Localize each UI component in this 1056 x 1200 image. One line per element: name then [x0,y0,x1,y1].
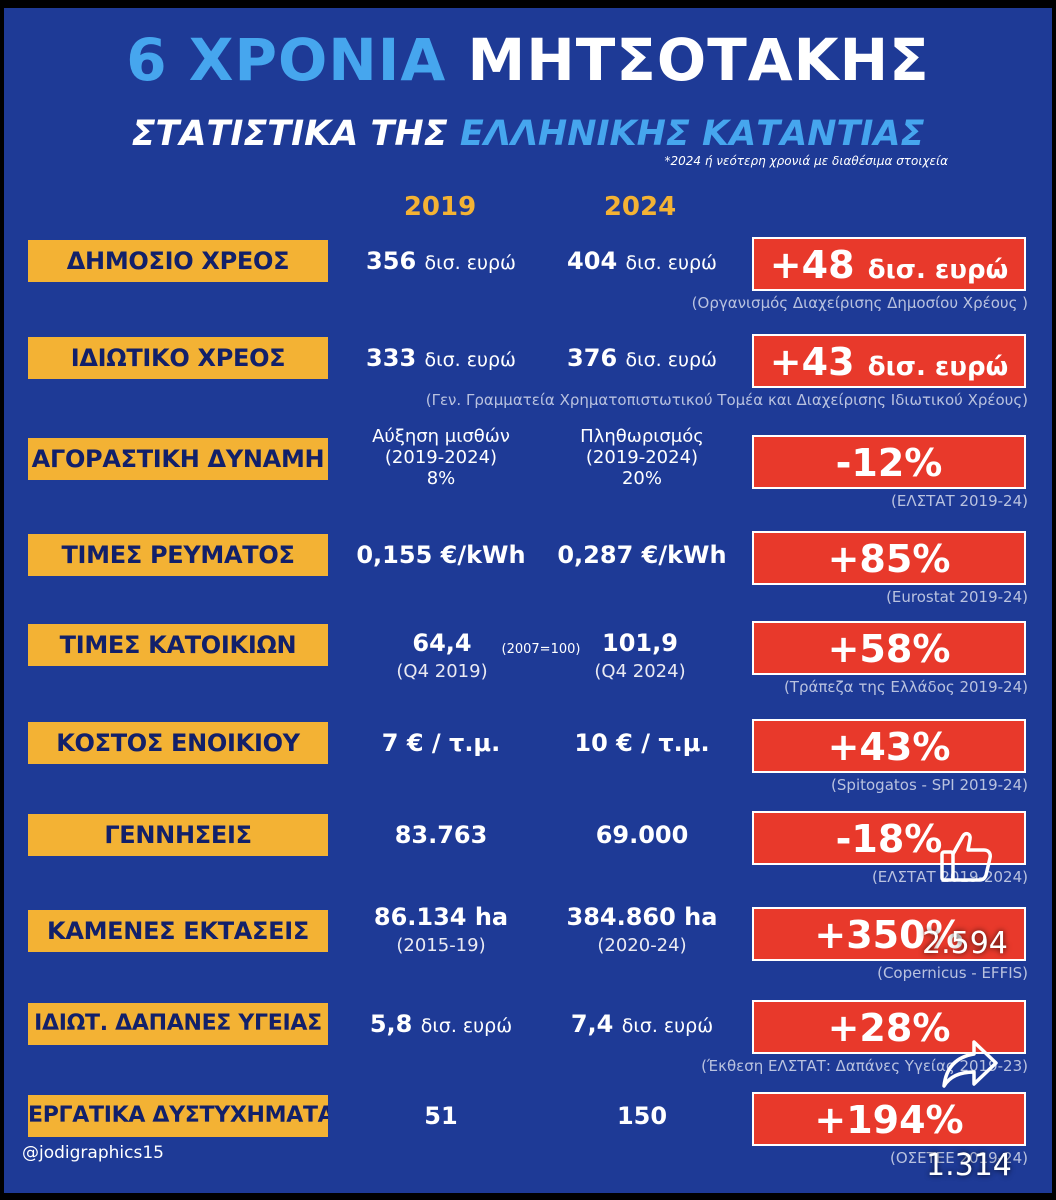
category-label: ΙΔΙΩΤ. ΔΑΠΑΝΕΣ ΥΓΕΙΑΣ [28,1003,328,1045]
value-unit: δισ. ευρώ [625,252,717,274]
author-handle: @jodigraphics15 [22,1143,164,1163]
category-label: ΑΓΟΡΑΣΤΙΚΗ ΔΥΝΑΜΗ [28,438,328,480]
year-header-2024: 2024 [603,192,677,222]
value-2024: Πληθωρισμός (2019-2024) 20% [542,426,742,489]
value-2024: 69.000 [595,821,689,849]
value-2019: 7 € / τ.μ. [381,729,501,757]
value-caption: Αύξηση μισθών [372,426,510,447]
value-number: 20% [621,468,662,489]
value-2019: 5,8 δισ. ευρώ [341,1009,541,1041]
infographic: 6 ΧΡΟΝΙΑ ΜΗΤΣΟΤΑΚΗΣ ΣΤΑΤΙΣΤΙΚΑ ΤΗΣ ΕΛΛΗΝ… [4,8,1052,1193]
change-badge: -12% [752,435,1026,489]
value-number: 376 [567,344,618,372]
category-label: ΤΙΜΕΣ ΚΑΤΟΙΚΙΩΝ [28,624,328,666]
value-2019: 83.763 [394,821,488,849]
value-2019: 333 δισ. ευρώ [341,343,541,375]
title-part-years: 6 ΧΡΟΝΙΑ [126,26,447,94]
year-header-2019: 2019 [403,192,477,222]
value-period-2019: (Q4 2019) [396,661,488,682]
source-citation: (Spitogatos - SPI 2019-24) [831,776,1028,794]
title-part-name: ΜΗΤΣΟΤΑΚΗΣ [467,26,930,94]
value-2019: Αύξηση μισθών (2019-2024) 8% [341,426,541,489]
category-label: ΙΔΙΩΤΙΚΟ ΧΡΕΟΣ [28,337,328,379]
source-citation: (Γεν. Γραμματεία Χρηματοπιστωτικού Τομέα… [425,391,1028,409]
value-caption: Πληθωρισμός [580,426,704,447]
change-unit: δισ. ευρώ [867,255,1009,285]
like-count: 2.594 [922,926,1008,961]
change-badge: +48 δισ. ευρώ [752,237,1026,291]
share-arrow-icon[interactable] [940,1036,1000,1092]
value-2024: 7,4 δισ. ευρώ [542,1009,742,1041]
category-label: ΚΟΣΤΟΣ ΕΝΟΙΚΙΟΥ [28,722,328,764]
value-number: 5,8 [369,1010,413,1038]
value-number: 8% [426,468,456,489]
index-base: (2007=100) [501,642,581,657]
value-2024: 376 δισ. ευρώ [542,343,742,375]
source-citation: (Eurostat 2019-24) [886,588,1028,606]
value-period-2024: (Q4 2024) [594,661,686,682]
value-number: 404 [567,247,618,275]
category-label: ΔΗΜΟΣΙΟ ΧΡΕΟΣ [28,240,328,282]
source-citation: (ΕΛΣΤΑΤ 2019-24) [891,492,1028,510]
value-2019: 64,4 [412,629,472,657]
category-label: ΕΡΓΑΤΙΚΑ ΔΥΣΤΥΧΗΜΑΤΑ [28,1095,328,1137]
value-2024: 404 δισ. ευρώ [542,246,742,278]
change-value: +48 [769,243,855,287]
value-2019: 356 δισ. ευρώ [341,246,541,278]
source-citation: (ΕΛΣΤΑΤ 2019-2024) [871,868,1028,886]
category-label: ΤΙΜΕΣ ΡΕΥΜΑΤΟΣ [28,534,328,576]
value-2024: 0,287 €/kWh [557,541,727,569]
subtitle-part-2: ΕΛΛΗΝΙΚΗΣ ΚΑΤΑΝΤΙΑΣ [459,114,925,154]
change-badge: +350% [752,907,1026,961]
source-citation: (ΟΣΕΤΕΕ 2019-24) [889,1149,1028,1167]
change-value: +43 [769,340,855,384]
subtitle-part-1: ΣΤΑΤΙΣΤΙΚΑ ΤΗΣ [131,114,448,154]
change-unit: δισ. ευρώ [867,352,1009,382]
value-2024: 101,9 [602,629,678,657]
category-label: ΓΕΝΝΗΣΕΙΣ [28,814,328,856]
change-badge: +43 δισ. ευρώ [752,334,1026,388]
value-number: 7,4 [570,1010,614,1038]
page-title: 6 ΧΡΟΝΙΑ ΜΗΤΣΟΤΑΚΗΣ [4,26,1052,94]
value-2024: 384.860 ha [566,903,718,931]
value-unit: δισ. ευρώ [424,252,516,274]
share-count: 1.314 [926,1148,1012,1183]
change-badge: +85% [752,531,1026,585]
value-number: 356 [366,247,417,275]
value-2024: 10 € / τ.μ. [574,729,710,757]
source-citation: (Οργανισμός Διαχείρισης Δημοσίου Χρέους … [691,294,1028,312]
value-unit: δισ. ευρώ [625,349,717,371]
category-label: ΚΑΜΕΝΕΣ ΕΚΤΑΣΕΙΣ [28,910,328,952]
source-citation: (Έκθεση ΕΛΣΤΑΤ: Δαπάνες Υγείας 2019-23) [701,1057,1028,1075]
value-period: (2019-2024) [585,447,699,468]
value-unit: δισ. ευρώ [420,1015,513,1037]
source-citation: (Copernicus - EFFIS) [877,964,1028,982]
value-period-2019: (2015-19) [396,935,486,956]
value-2019: 0,155 €/kWh [356,541,526,569]
value-unit: δισ. ευρώ [621,1015,714,1037]
change-badge: +28% [752,1000,1026,1054]
page-subtitle: ΣΤΑΤΙΣΤΙΚΑ ΤΗΣ ΕΛΛΗΝΙΚΗΣ ΚΑΤΑΝΤΙΑΣ [4,111,1052,157]
change-badge: -18% [752,811,1026,865]
change-badge: +43% [752,719,1026,773]
change-badge: +58% [752,621,1026,675]
value-number: 333 [366,344,417,372]
thumbs-up-icon[interactable] [936,826,996,886]
source-citation: (Τράπεζα της Ελλάδος 2019-24) [783,678,1028,696]
value-unit: δισ. ευρώ [424,349,516,371]
value-period: (2019-2024) [384,447,498,468]
value-2019: 86.134 ha [373,903,509,931]
value-period-2024: (2020-24) [597,935,687,956]
value-2019: 51 [424,1102,458,1130]
footnote: *2024 ή νεότερη χρονιά με διαθέσιμα στοι… [664,154,949,168]
change-badge: +194% [752,1092,1026,1146]
value-2024: 150 [616,1102,668,1130]
